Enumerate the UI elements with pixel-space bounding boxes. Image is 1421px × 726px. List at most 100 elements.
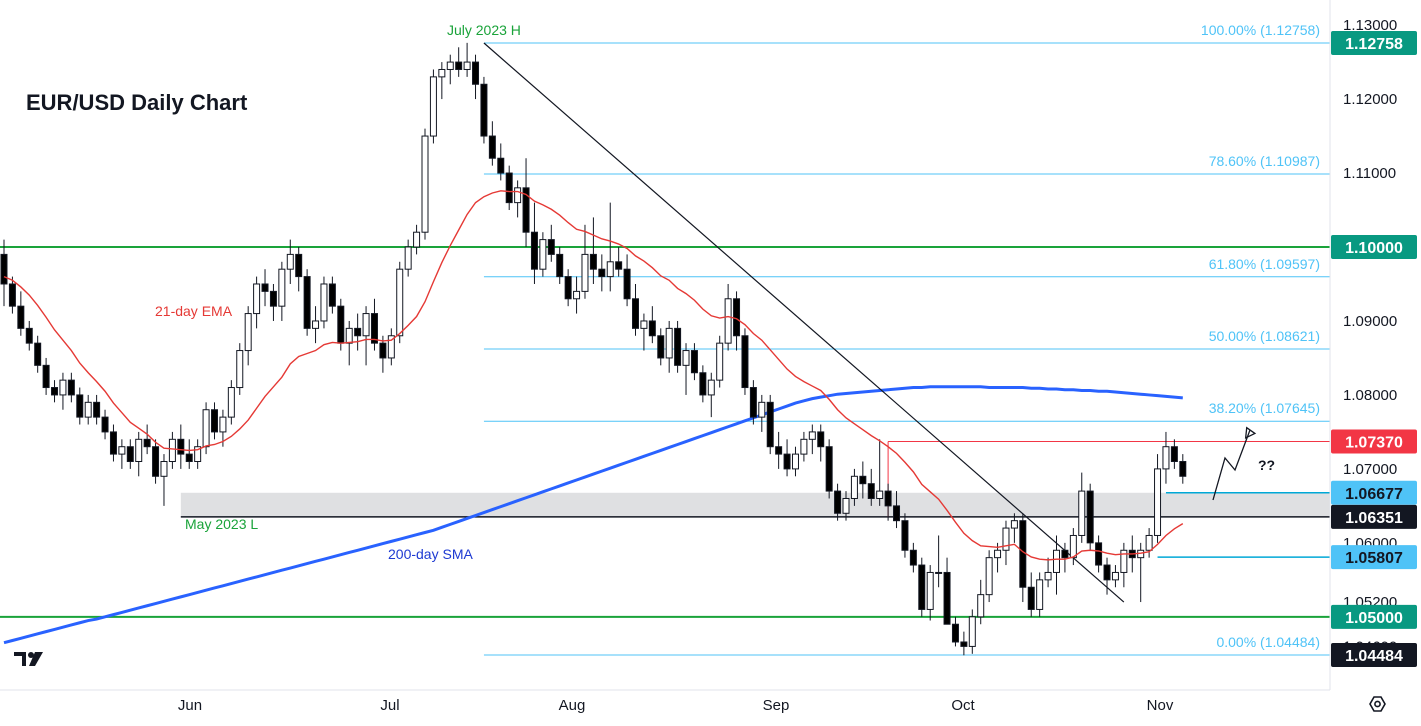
candle-body — [909, 549, 917, 566]
time-tick-oct: Oct — [951, 697, 975, 714]
candle-131 — [1103, 557, 1111, 595]
candle-126 — [1061, 542, 1069, 573]
candle-body — [522, 187, 530, 233]
time-tick-sep: Sep — [763, 697, 790, 714]
candle-body — [867, 483, 875, 499]
candle-body — [362, 313, 370, 337]
candle-body — [168, 438, 176, 463]
candle-63 — [530, 202, 538, 284]
candle-body — [1145, 534, 1153, 551]
candle-body — [135, 438, 143, 463]
candle-67 — [564, 269, 572, 307]
candle-48 — [404, 239, 412, 277]
candle-body — [42, 364, 50, 389]
candle-66 — [556, 247, 564, 284]
candle-body — [286, 253, 294, 270]
candle-body — [640, 320, 648, 329]
price-badge-text: 1.10000 — [1345, 240, 1403, 257]
candle-132 — [1111, 565, 1119, 588]
candle-31 — [261, 269, 269, 307]
candle-body — [775, 446, 783, 455]
candle-body — [8, 283, 16, 307]
price-badge-7: 1.04484 — [1331, 643, 1417, 667]
candle-body — [1120, 549, 1128, 573]
candle-body — [1061, 549, 1069, 559]
candle-128 — [1078, 472, 1086, 543]
candle-100 — [842, 491, 850, 521]
candle-103 — [867, 468, 875, 506]
candle-136 — [1145, 528, 1153, 558]
candle-body — [455, 61, 463, 70]
candle-body — [918, 564, 926, 610]
settings-gear-icon[interactable] — [1369, 696, 1386, 712]
candle-body — [25, 327, 33, 344]
candle-body — [1095, 542, 1103, 566]
sma200-layer — [3, 385, 1183, 645]
candle-61 — [514, 180, 522, 218]
candle-35 — [295, 247, 303, 292]
candle-body — [480, 83, 488, 137]
downtrend-line — [483, 42, 1125, 603]
candle-90 — [758, 394, 766, 432]
time-axis: Jun Jul Aug Sep Oct Nov — [178, 697, 1174, 714]
candle-body — [800, 438, 808, 455]
candle-body — [413, 231, 421, 248]
candle-6 — [51, 380, 59, 403]
price-badge-5: 1.05807 — [1331, 545, 1417, 570]
candle-body — [581, 253, 589, 292]
price-badge-bg — [1331, 31, 1417, 55]
candle-64 — [539, 232, 547, 277]
candle-body — [556, 253, 564, 278]
candle-body — [59, 379, 67, 396]
candle-86 — [724, 283, 732, 351]
candle-body — [564, 276, 572, 300]
candle-body — [1170, 446, 1178, 463]
candle-body — [261, 283, 269, 292]
candle-11 — [93, 394, 101, 425]
candle-110 — [926, 565, 934, 621]
candle-3 — [25, 320, 33, 351]
price-tick-1: 1.12000 — [1343, 91, 1397, 108]
candle-44 — [370, 298, 378, 351]
candle-body — [994, 549, 1002, 559]
candle-body — [573, 290, 581, 300]
candle-60 — [505, 165, 513, 211]
candle-104 — [876, 439, 884, 506]
trendline-layer — [483, 42, 1125, 603]
price-badge-text: 1.07370 — [1345, 435, 1403, 452]
candle-body — [699, 372, 707, 396]
candle-16 — [135, 431, 143, 477]
candle-body — [244, 313, 252, 352]
candle-43 — [362, 306, 370, 366]
candle-91 — [766, 394, 774, 455]
time-tick-jul: Jul — [380, 697, 399, 714]
candle-body — [387, 335, 395, 359]
candle-39 — [328, 276, 336, 314]
chart-title: EUR/USD Daily Chart — [26, 90, 248, 115]
candle-7 — [59, 372, 67, 410]
candle-body — [505, 172, 513, 204]
fib-label-2: 61.80% (1.09597) — [1209, 256, 1320, 272]
price-badge-bg — [1331, 429, 1417, 454]
ema-label: 21-day EMA — [155, 303, 233, 319]
candle-body — [985, 557, 993, 596]
candle-body — [101, 416, 109, 433]
candle-138 — [1162, 431, 1170, 484]
candle-99 — [834, 483, 842, 521]
candle-95 — [800, 431, 808, 462]
candle-body — [17, 305, 25, 329]
candle-10 — [84, 394, 92, 425]
sma200-line — [3, 385, 1183, 645]
candle-19 — [160, 454, 168, 506]
candle-65 — [547, 224, 555, 262]
candle-70 — [589, 217, 597, 284]
time-tick-aug: Aug — [559, 697, 586, 714]
candle-0 — [0, 239, 8, 307]
price-badge-bg — [1331, 545, 1417, 570]
candle-13 — [109, 424, 117, 462]
candle-62 — [522, 158, 530, 247]
candle-body — [615, 261, 623, 270]
candle-body — [354, 327, 362, 337]
candle-body — [707, 379, 715, 396]
